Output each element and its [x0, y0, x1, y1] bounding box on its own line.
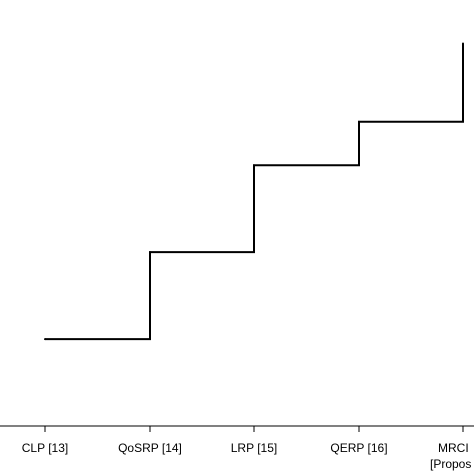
x-axis-ticks	[44, 426, 464, 432]
data-point-1	[44, 338, 46, 341]
x-axis-tick-labels: CLP [13] QoSRP [14] LRP [15] QERP [16] MRCI[…	[22, 441, 472, 471]
x-tick-label-5: MRCI [Propos	[430, 441, 471, 471]
data-point-5	[462, 42, 464, 45]
x-tick-label-3: LRP [15]	[231, 441, 277, 455]
data-point-2	[149, 251, 151, 254]
x-tick-label-2: QoSRP [14]	[118, 441, 182, 455]
x-tick-label-1: CLP [13]	[22, 441, 68, 455]
series-line	[45, 43, 464, 341]
data-point-4	[358, 120, 360, 123]
x-tick-label-4: QERP [16]	[330, 441, 387, 455]
data-point-3	[253, 164, 255, 167]
